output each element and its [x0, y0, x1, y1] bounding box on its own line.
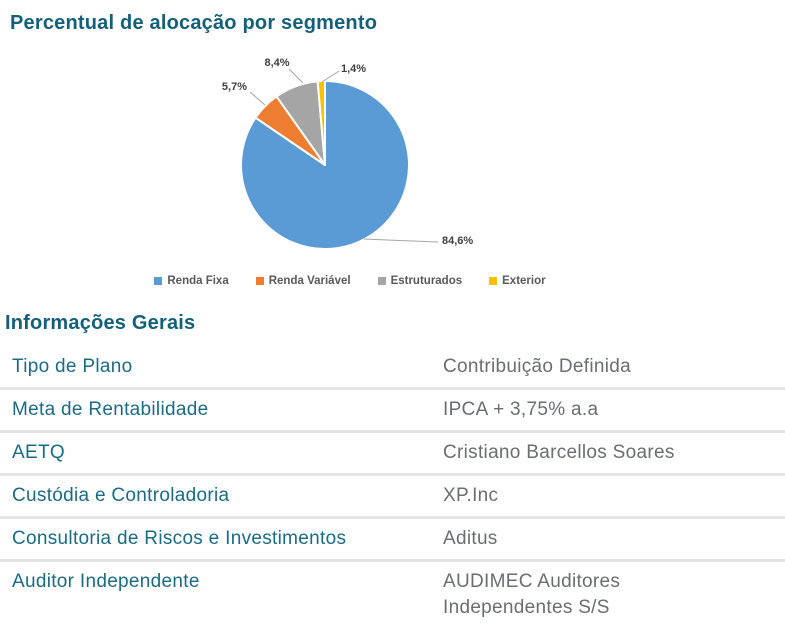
pie-data-label: 84,6%	[442, 235, 473, 247]
legend-label: Renda Variável	[268, 275, 351, 287]
leader-line	[288, 68, 304, 84]
row-value: AUDIMEC Auditores Independentes S/S	[443, 571, 621, 618]
legend-label: Renda Fixa	[167, 275, 229, 287]
table-row: Auditor Independente AUDIMEC Auditores I…	[0, 562, 785, 628]
table-row: Consultoria de Riscos e Investimentos Ad…	[0, 519, 785, 562]
legend-marker-icon	[255, 277, 264, 285]
table-row: Tipo de Plano Contribuição Definida	[0, 347, 785, 390]
row-value: Cristiano Barcellos Soares	[443, 442, 675, 463]
row-label: Tipo de Plano	[12, 356, 133, 377]
row-value: XP.Inc	[443, 485, 499, 506]
chart-title: Percentual de alocação por segmento	[10, 12, 378, 34]
legend-marker-icon	[377, 277, 386, 285]
legend-item: Renda Variável	[255, 275, 351, 287]
legend-item: Renda Fixa	[154, 275, 229, 287]
legend-marker-icon	[154, 277, 163, 285]
info-table: Tipo de Plano Contribuição Definida Meta…	[0, 347, 785, 628]
row-value: IPCA + 3,75% a.a	[443, 399, 599, 420]
table-row: Custódia e Controladoria XP.Inc	[0, 476, 785, 519]
table-row: Meta de Rentabilidade IPCA + 3,75% a.a	[0, 390, 785, 433]
legend-item: Exterior	[489, 275, 546, 287]
info-section-title: Informações Gerais	[5, 312, 196, 334]
pie-data-label: 5,7%	[222, 81, 247, 93]
row-value: Contribuição Definida	[443, 356, 631, 377]
row-label: Custódia e Controladoria	[12, 485, 230, 506]
legend-marker-icon	[489, 277, 498, 285]
legend-item: Estruturados	[377, 275, 463, 287]
table-row: AETQ Cristiano Barcellos Soares	[0, 433, 785, 476]
pie-slice	[316, 79, 326, 166]
row-value: Aditus	[443, 528, 498, 549]
pie-data-label: 8,4%	[264, 57, 289, 69]
chart-legend: Renda Fixa Renda Variável Estruturados E…	[0, 275, 700, 287]
row-label: Auditor Independente	[12, 571, 200, 592]
pie-chart: 84,6% 5,7% 8,4% 1,4%	[222, 57, 473, 250]
leader-line	[249, 91, 266, 106]
row-label: Meta de Rentabilidade	[12, 399, 209, 420]
row-label: AETQ	[12, 442, 65, 463]
legend-label: Exterior	[502, 275, 546, 287]
leader-line	[363, 238, 439, 243]
row-label: Consultoria de Riscos e Investimentos	[12, 528, 347, 549]
leader-line	[321, 70, 340, 83]
legend-label: Estruturados	[390, 275, 463, 287]
pie-data-label: 1,4%	[341, 63, 366, 75]
